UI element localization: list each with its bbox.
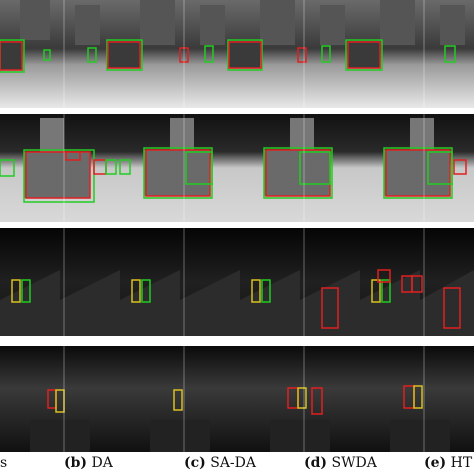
row-3-road <box>0 270 474 336</box>
row-2-cars <box>24 150 450 198</box>
caption-c: (c) SA-DA <box>184 455 257 471</box>
row-4-images <box>0 346 474 452</box>
row-1-houses <box>20 0 465 45</box>
caption-e: (e) HT <box>424 455 473 471</box>
caption-a: s <box>0 455 8 471</box>
caption-d: (d) SWDA <box>304 455 377 471</box>
row-2-boxes <box>0 147 467 203</box>
panel-separators <box>63 0 425 452</box>
row-3-images <box>0 228 474 336</box>
row-1-boxes <box>0 39 456 73</box>
row-4-pedestrian-boxes <box>47 385 423 415</box>
row-4-cars <box>30 420 450 452</box>
row-1-images <box>0 0 474 108</box>
row-1-cars <box>0 42 380 70</box>
row-2-images <box>0 114 474 222</box>
caption-b: (b) DA <box>64 455 113 471</box>
row-3-pedestrian-boxes <box>11 269 461 329</box>
